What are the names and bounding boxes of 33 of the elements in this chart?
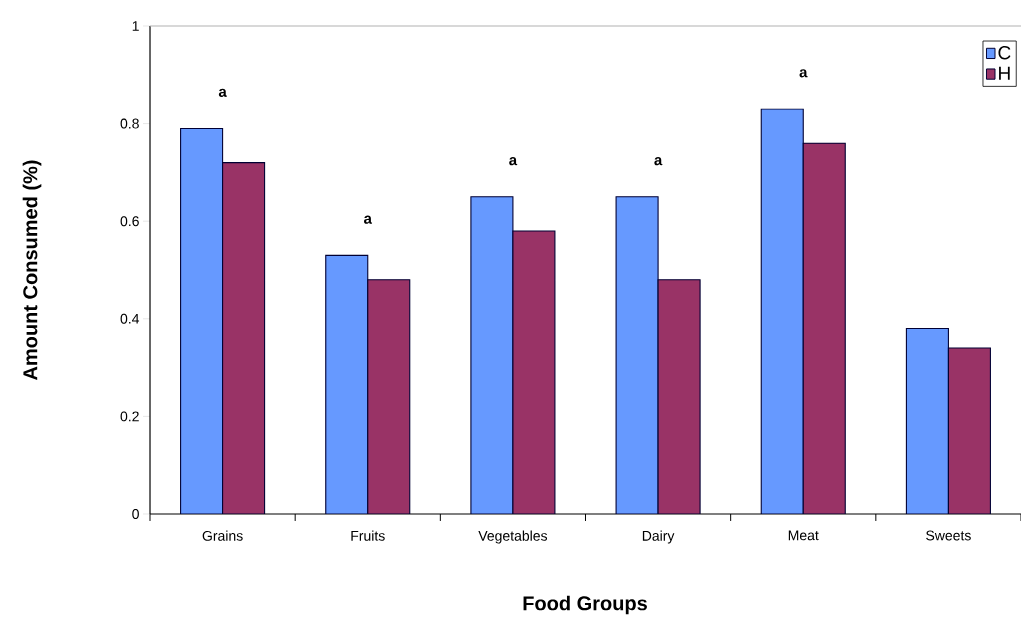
bar bbox=[657, 279, 701, 514]
bar bbox=[367, 279, 411, 514]
annotation: a bbox=[364, 215, 373, 224]
bar bbox=[615, 196, 659, 514]
y-tick-label: 0.4 bbox=[120, 313, 140, 324]
bar bbox=[905, 328, 949, 514]
x-tick-label: Dairy bbox=[642, 530, 675, 544]
y-tick-label: 0.8 bbox=[120, 118, 139, 129]
x-tick-label: Fruits bbox=[351, 530, 385, 541]
annotation: a bbox=[218, 88, 227, 97]
x-tick-label: Vegetables bbox=[478, 530, 548, 544]
bar bbox=[180, 127, 224, 514]
bar bbox=[512, 230, 556, 514]
bar bbox=[947, 347, 991, 514]
y-tick-label: 0 bbox=[132, 509, 139, 519]
y-tick-label: 1 bbox=[132, 21, 139, 31]
bar bbox=[802, 142, 846, 514]
bar bbox=[760, 108, 804, 514]
legend-label: C bbox=[998, 46, 1011, 60]
x-axis-title: Food Groups bbox=[523, 595, 647, 615]
y-tick-label: 0.6 bbox=[120, 216, 139, 227]
y-tick-label: 0.2 bbox=[120, 411, 139, 422]
x-tick-label: Grains bbox=[202, 530, 243, 541]
y-axis-title: Amount Consumed (%) bbox=[22, 160, 42, 381]
annotation: a bbox=[654, 157, 663, 166]
annotation: a bbox=[799, 69, 808, 78]
bar bbox=[222, 162, 266, 514]
x-tick-label: Meat bbox=[788, 530, 819, 541]
bar bbox=[325, 254, 369, 514]
x-tick-label: Sweets bbox=[926, 530, 971, 541]
bar bbox=[470, 196, 514, 514]
legend-label: H bbox=[999, 66, 1010, 80]
annotation: a bbox=[509, 157, 518, 166]
